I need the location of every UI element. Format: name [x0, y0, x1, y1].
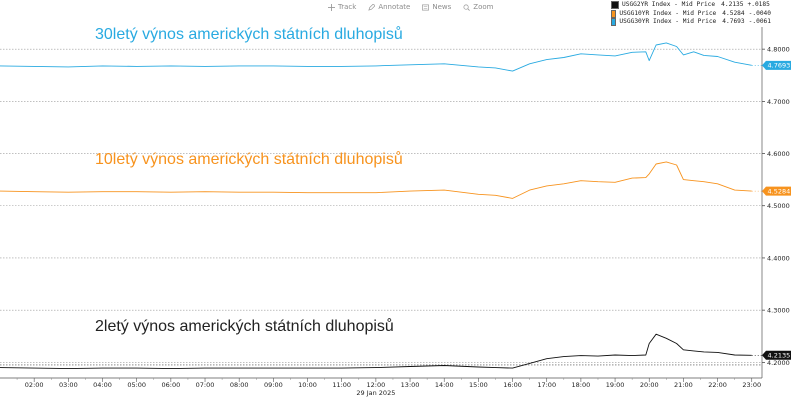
last-value-label-2: 4.2135	[768, 352, 791, 360]
x-tick-label: 12:00	[367, 381, 386, 389]
y-tick-label: 4.5000	[767, 202, 790, 210]
legend-swatch-2yr	[611, 1, 619, 10]
x-tick-label: 09:00	[264, 381, 283, 389]
series-line-0	[0, 42, 752, 72]
annotation-2yr: 2letý výnos amerických státních dluhopis…	[95, 318, 394, 335]
track-button[interactable]: Track	[328, 1, 356, 13]
legend-swatch-10yr	[611, 9, 617, 18]
x-tick-label: 15:00	[469, 381, 488, 389]
x-tick-label: 08:00	[230, 381, 249, 389]
series-line-1	[0, 161, 752, 199]
legend-entry-10yr[interactable]: USGG10YR Index - Mid Price 4.5284 -.0040	[611, 10, 771, 19]
last-value-label-1: 4.5284	[768, 188, 791, 196]
crosshair-icon	[328, 3, 335, 11]
legend-value-2yr: 4.2135	[721, 1, 744, 8]
x-tick-label: 06:00	[161, 381, 180, 389]
x-tick-label: 05:00	[127, 381, 146, 389]
y-tick-label: 4.3000	[767, 307, 790, 315]
legend-change-2yr: +.0185	[747, 1, 770, 8]
legend-swatch-30yr	[611, 18, 617, 27]
x-tick-label: 14:00	[435, 381, 454, 389]
x-tick-label: 11:00	[332, 381, 351, 389]
last-value-label-0: 4.7693	[768, 62, 791, 70]
track-label: Track	[338, 3, 357, 11]
legend-change-10yr: -.0040	[748, 9, 771, 17]
x-tick-label: 10:00	[298, 381, 317, 389]
x-date-label: 29 Jan 2025	[356, 389, 395, 397]
x-tick-label: 23:00	[742, 381, 761, 389]
x-tick-label: 03:00	[59, 381, 78, 389]
news-icon	[422, 4, 430, 10]
legend-value-30yr: 4.7693	[722, 18, 745, 25]
x-tick-label: 22:00	[708, 381, 727, 389]
legend-change-30yr: -.0061	[748, 18, 771, 25]
last-value-tag-1	[762, 186, 791, 196]
x-tick-label: 19:00	[606, 381, 625, 389]
x-tick-label: 18:00	[572, 381, 591, 389]
last-value-tag-0	[762, 60, 791, 70]
x-tick-label: 16:00	[503, 381, 522, 389]
y-tick-label: 4.2000	[767, 359, 790, 367]
x-tick-label: 07:00	[196, 381, 215, 389]
magnifier-icon	[463, 4, 471, 11]
zoom-button[interactable]: Zoom	[463, 1, 493, 13]
y-tick-label: 4.6000	[767, 150, 790, 158]
news-label: News	[432, 3, 452, 11]
legend-entry-2yr[interactable]: USGG2YR Index - Mid Price 4.2135 +.0185	[611, 1, 771, 10]
zoom-label: Zoom	[473, 3, 494, 11]
legend-label-2yr: USGG2YR Index - Mid Price	[622, 1, 716, 8]
x-tick-label: 04:00	[93, 381, 112, 389]
legend-value-10yr: 4.5284	[722, 9, 745, 17]
y-tick-label: 4.7000	[767, 98, 790, 106]
series-line-2	[0, 333, 752, 370]
annotate-button[interactable]: Annotate	[368, 1, 410, 13]
annotation-10yr: 10letý výnos amerických státních dluhopi…	[95, 151, 403, 168]
legend-entry-30yr[interactable]: USGG30YR Index - Mid Price 4.7693 -.0061	[611, 18, 771, 27]
x-tick-label: 13:00	[401, 381, 420, 389]
pencil-icon	[368, 3, 376, 11]
chart-toolbar: Track Annotate News Zoom	[328, 1, 493, 13]
annotation-30yr: 30letý výnos amerických státních dluhopi…	[95, 26, 403, 43]
chart-legend: USGG2YR Index - Mid Price 4.2135 +.0185 …	[611, 1, 771, 27]
y-tick-label: 4.8000	[767, 46, 790, 54]
y-tick-label: 4.4000	[767, 254, 790, 262]
legend-label-30yr: USGG30YR Index - Mid Price	[619, 18, 717, 25]
last-value-tag-2	[762, 350, 791, 360]
annotate-label: Annotate	[378, 3, 411, 11]
legend-label-10yr: USGG10YR Index - Mid Price	[619, 9, 717, 17]
x-tick-label: 17:00	[537, 381, 556, 389]
x-tick-label: 20:00	[640, 381, 659, 389]
news-button[interactable]: News	[422, 1, 451, 13]
x-tick-label: 21:00	[674, 381, 693, 389]
x-tick-label: 02:00	[25, 381, 44, 389]
